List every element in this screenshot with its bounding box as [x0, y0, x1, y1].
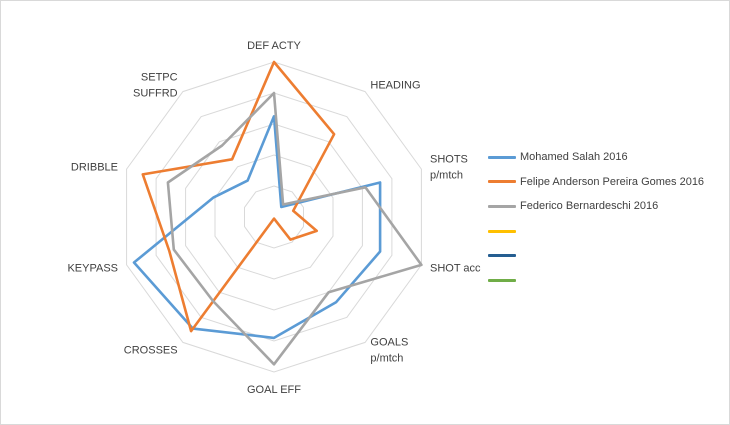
legend-swatch-series-2	[488, 180, 516, 184]
legend-swatch-series-1	[488, 155, 516, 159]
axis-label: HEADING	[370, 79, 420, 91]
series-line-3	[166, 91, 423, 366]
axis-label: SETPC SUFFRD	[133, 71, 178, 99]
axis-label: CROSSES	[124, 345, 178, 357]
legend-item	[488, 243, 704, 268]
legend-item	[488, 219, 704, 244]
series-line-2	[141, 60, 336, 333]
grid-ring	[214, 154, 334, 280]
legend-label: Mohamed Salah 2016	[520, 151, 628, 164]
legend-label: Felipe Anderson Pereira Gomes 2016	[520, 175, 705, 188]
radar-grid	[126, 61, 422, 373]
axis-label: DEF ACTY	[247, 40, 301, 52]
axis-label: GOAL EFF	[247, 384, 301, 396]
axis-label: KEYPASS	[67, 263, 118, 275]
axis-label: SHOTS p/mtch	[430, 153, 468, 181]
axis-label: DRIBBLE	[71, 161, 118, 173]
legend-item: Felipe Anderson Pereira Gomes 2016	[488, 170, 704, 195]
axis-labels: DEF ACTY HEADING SHOTS p/mtch SHOT acc GOALS p…	[67, 40, 481, 396]
legend-label: Federico Bernardeschi 2016	[520, 200, 659, 213]
legend: Mohamed Salah 2016 Felipe Anderson Perei…	[488, 145, 704, 293]
axis-label: GOALS p/mtch	[370, 337, 408, 365]
radar-series	[132, 60, 423, 366]
axis-label: SHOT acc	[430, 263, 481, 275]
legend-item: Mohamed Salah 2016	[488, 145, 704, 170]
grid-ring	[155, 92, 393, 342]
legend-swatch-series-5	[488, 254, 516, 258]
legend-swatch-series-4	[488, 229, 516, 233]
grid-ring	[185, 123, 363, 311]
legend-swatch-series-3	[488, 204, 516, 208]
legend-swatch-series-6	[488, 278, 516, 282]
legend-item: Federico Bernardeschi 2016	[488, 194, 704, 219]
grid-ring	[126, 61, 422, 373]
legend-item	[488, 268, 704, 293]
